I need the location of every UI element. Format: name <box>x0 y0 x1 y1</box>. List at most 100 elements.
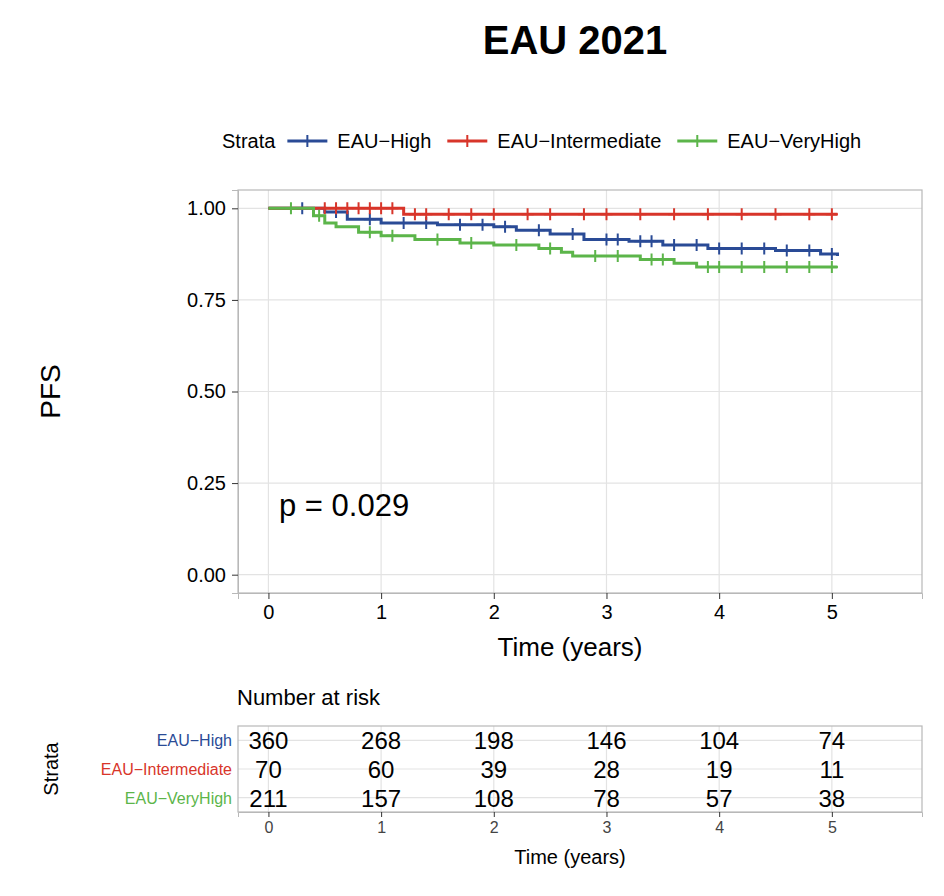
x-tick: 4 <box>714 593 725 623</box>
plot-area <box>268 202 837 273</box>
censor-mark <box>826 248 838 260</box>
censor-mark <box>634 208 646 220</box>
x-axis: 012345 <box>239 593 923 623</box>
censor-mark <box>477 219 489 231</box>
x-tick: 0 <box>263 593 274 623</box>
legend-item: EAU−High <box>287 130 431 152</box>
censor-mark <box>533 224 545 236</box>
x-tick-mark <box>719 593 720 599</box>
risk-count: 157 <box>361 785 401 812</box>
censor-mark <box>589 250 601 262</box>
x-tick-mark <box>268 593 269 599</box>
y-tick: 0.25 <box>187 472 238 494</box>
y-tick: 1.00 <box>187 197 238 219</box>
legend-symbol-marker <box>691 135 703 147</box>
censor-mark <box>454 219 466 231</box>
censor-mark <box>431 233 443 245</box>
censor-mark <box>398 217 410 229</box>
grid-line-y <box>238 482 922 483</box>
risk-x-tick: 3 <box>603 812 612 836</box>
risk-x-axis-line <box>239 813 923 818</box>
risk-x-tick-mark <box>832 812 833 817</box>
risk-count: 28 <box>593 756 620 783</box>
plot-frame <box>238 190 922 593</box>
risk-count: 70 <box>255 756 282 783</box>
x-tick-label: 3 <box>601 601 612 623</box>
risk-x-tick: 1 <box>377 812 386 836</box>
y-tick-label: 0.50 <box>187 380 226 402</box>
risk-count: 211 <box>249 785 287 812</box>
censor-mark <box>758 261 770 273</box>
x-tick-label: 0 <box>263 601 274 623</box>
y-tick-mark <box>232 392 238 393</box>
grid-line-y <box>238 391 922 392</box>
y-tick: 0.00 <box>187 564 238 586</box>
censor-mark <box>668 208 680 220</box>
risk-x-tick-label: 1 <box>377 819 386 836</box>
censor-mark <box>510 239 522 251</box>
x-tick-mark <box>606 593 607 599</box>
censor-mark <box>578 208 590 220</box>
risk-x-tick-mark <box>268 812 269 817</box>
risk-count: 360 <box>248 727 288 754</box>
censor-mark <box>443 208 455 220</box>
risk-table-frame <box>238 726 922 812</box>
censor-mark <box>646 235 658 247</box>
censor-mark <box>713 261 725 273</box>
censor-mark <box>341 202 353 214</box>
risk-count: 38 <box>819 785 846 812</box>
censor-mark <box>657 254 669 266</box>
censor-mark <box>713 243 725 255</box>
risk-x-tick: 0 <box>264 812 273 836</box>
censor-mark <box>826 208 838 220</box>
censor-mark <box>386 230 398 242</box>
risk-count: 11 <box>819 756 844 783</box>
y-tick-mark <box>232 483 238 484</box>
x-axis-line <box>239 594 923 600</box>
plot-background <box>238 190 922 593</box>
censor-mark <box>736 208 748 220</box>
legend-item: EAU−Intermediate <box>447 130 661 152</box>
censor-mark <box>612 250 624 262</box>
x-tick-label: 4 <box>714 601 725 623</box>
legend-title: Strata <box>222 130 276 152</box>
risk-table-title: Number at risk <box>237 685 381 710</box>
risk-table: EAU−High36026819814610474EAU−Intermediat… <box>101 726 922 812</box>
risk-count: 78 <box>593 785 620 812</box>
censor-mark <box>691 239 703 251</box>
censor-mark <box>488 208 500 220</box>
risk-row-label: EAU−VeryHigh <box>125 790 232 807</box>
title: EAU 2021 <box>483 18 668 62</box>
legend-label: EAU−Intermediate <box>497 130 661 152</box>
censor-mark <box>781 261 793 273</box>
annotation: p = 0.029 <box>279 488 409 523</box>
censor-mark <box>803 208 815 220</box>
legend-label: EAU−VeryHigh <box>727 130 861 152</box>
censor-mark <box>499 221 511 233</box>
censor-mark <box>544 243 556 255</box>
censor-mark <box>803 261 815 273</box>
survival-curve <box>268 208 837 256</box>
censor-mark <box>353 202 365 214</box>
risk-x-tick-mark <box>381 812 382 817</box>
censor-mark <box>285 202 297 214</box>
censor-mark <box>634 235 646 247</box>
y-tick-mark <box>232 575 238 576</box>
risk-count: 108 <box>474 785 514 812</box>
censor-mark <box>758 243 770 255</box>
censor-mark <box>736 261 748 273</box>
x-tick: 3 <box>601 593 612 623</box>
censor-mark <box>465 237 477 249</box>
risk-x-tick-mark <box>719 812 720 817</box>
censor-mark <box>736 243 748 255</box>
censor-mark <box>544 208 556 220</box>
y-tick-label: 0.75 <box>187 289 226 311</box>
risk-x-tick: 5 <box>828 812 837 836</box>
censor-mark <box>313 210 325 222</box>
risk-x-tick: 2 <box>490 812 499 836</box>
risk-x-axis: 012345 <box>239 812 923 836</box>
censor-mark <box>364 202 376 214</box>
risk-row-label: EAU−Intermediate <box>101 761 232 778</box>
risk-count: 60 <box>368 756 395 783</box>
censor-mark <box>770 208 782 220</box>
